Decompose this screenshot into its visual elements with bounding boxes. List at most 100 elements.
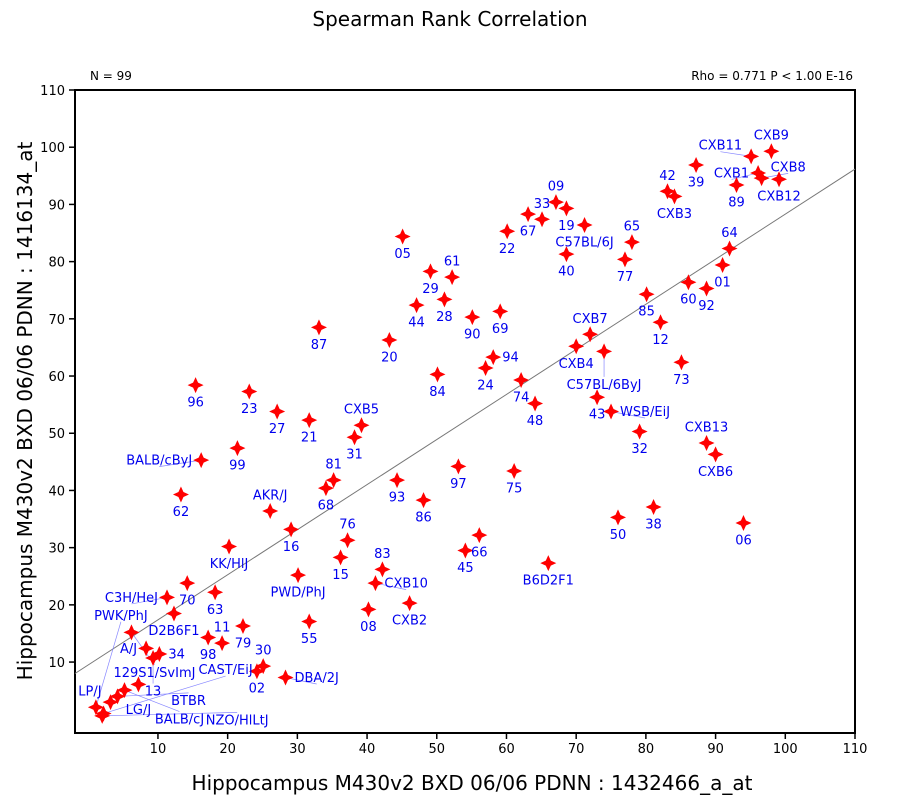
point-marker: [332, 549, 349, 566]
point-marker: [477, 360, 494, 377]
point-label: LG/J: [126, 703, 152, 718]
point-label: 83: [374, 547, 391, 562]
point-marker: [200, 629, 217, 646]
x-tick-label: 110: [843, 742, 868, 757]
point-marker: [130, 676, 147, 693]
point-label: 13: [145, 685, 162, 700]
point-label: 73: [673, 373, 690, 388]
point-label: 79: [235, 637, 252, 652]
point-marker: [422, 263, 439, 280]
point-marker: [138, 640, 155, 657]
point-label: BTBR: [171, 694, 206, 709]
point-marker: [492, 303, 509, 320]
point-label: CXB4: [559, 357, 594, 372]
point-label: 90: [464, 328, 481, 343]
point-marker: [401, 595, 418, 612]
point-label: 45: [457, 561, 474, 576]
point-label: 29: [422, 282, 439, 297]
point-label: 55: [301, 632, 318, 647]
point-label: BALB/cJ: [155, 713, 204, 728]
x-tick-label: 40: [359, 742, 376, 757]
y-tick-label: 20: [48, 599, 65, 614]
point-label: 02: [249, 682, 266, 697]
point-label: 93: [389, 491, 406, 506]
point-marker: [381, 331, 398, 348]
point-label: KK/HlJ: [210, 557, 249, 572]
point-marker: [360, 601, 377, 618]
point-label: CAST/EiJ: [198, 663, 252, 678]
point-marker: [506, 462, 523, 479]
point-label: D2B6F1: [148, 624, 199, 639]
point-label: 99: [229, 459, 246, 474]
point-marker: [346, 429, 363, 446]
point-marker: [631, 423, 648, 440]
point-marker: [534, 211, 551, 228]
point-marker: [688, 156, 705, 173]
point-label: AKR/J: [253, 489, 288, 504]
point-marker: [172, 486, 189, 503]
point-marker: [582, 326, 599, 343]
point-label: CXB1: [714, 166, 749, 181]
y-axis-label: Hippocampus M430v2 BXD 06/06 PDNN : 1416…: [13, 142, 37, 681]
y-tick-label: 10: [48, 656, 65, 671]
y-tick-label: 60: [48, 370, 65, 385]
point-marker: [87, 699, 104, 716]
point-label: 94: [502, 351, 519, 366]
point-marker: [429, 366, 446, 383]
point-label: 33: [534, 197, 551, 212]
point-marker: [753, 170, 770, 187]
point-marker: [165, 605, 182, 622]
point-marker: [652, 314, 669, 331]
point-marker: [763, 143, 780, 160]
point-label: 77: [617, 270, 634, 285]
x-tick-label: 20: [219, 742, 236, 757]
point-marker: [374, 561, 391, 578]
point-label: CXB2: [392, 614, 427, 629]
point-marker: [283, 521, 300, 538]
point-marker: [214, 635, 231, 652]
point-marker: [262, 503, 279, 520]
point-label: 62: [173, 505, 190, 520]
point-label: 01: [714, 276, 731, 291]
point-label: CXB11: [699, 139, 742, 154]
point-label: 92: [698, 299, 715, 314]
point-label: 09: [548, 180, 565, 195]
point-marker: [102, 694, 119, 711]
point-marker: [680, 274, 697, 291]
y-tick-label: 80: [48, 256, 65, 271]
point-marker: [721, 240, 738, 257]
point-label: 06: [735, 534, 752, 549]
point-label: CXB9: [754, 129, 789, 144]
point-label: NZO/HlLtJ: [206, 713, 269, 728]
point-marker: [450, 458, 467, 475]
point-label: 61: [444, 255, 461, 270]
point-label: CXB7: [573, 312, 608, 327]
point-marker: [415, 492, 432, 509]
point-label: 85: [638, 305, 655, 320]
point-label: 65: [624, 220, 641, 235]
point-marker: [485, 349, 502, 366]
point-marker: [151, 646, 168, 663]
point-marker: [610, 509, 627, 526]
x-tick-label: 60: [498, 742, 515, 757]
point-label: WSB/EiJ: [620, 405, 670, 420]
point-marker: [221, 538, 238, 555]
point-label: 129S1/SvImJ: [113, 666, 195, 681]
point-label: 34: [168, 648, 185, 663]
point-label: 69: [492, 322, 509, 337]
x-tick-label: 90: [707, 742, 724, 757]
label-leader-line: [103, 675, 226, 714]
point-marker: [310, 319, 327, 336]
point-label: 98: [200, 648, 217, 663]
stat-label: Rho = 0.771 P < 1.00 E-16: [691, 69, 853, 83]
point-marker: [616, 251, 633, 268]
point-marker: [389, 472, 406, 489]
plot-frame: [74, 89, 856, 734]
point-label: 20: [381, 350, 398, 365]
point-label: 66: [471, 546, 488, 561]
point-marker: [558, 246, 575, 263]
point-label: 27: [269, 422, 286, 437]
point-marker: [743, 148, 760, 165]
n-label: N = 99: [90, 69, 132, 83]
